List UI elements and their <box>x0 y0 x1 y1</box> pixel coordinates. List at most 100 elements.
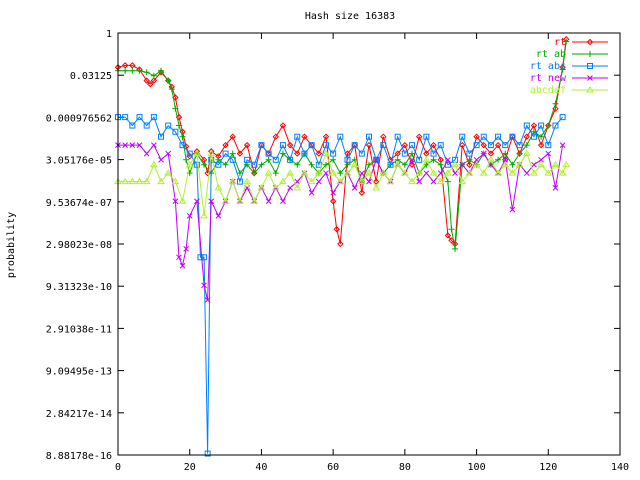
data-point-abcdef <box>465 169 474 176</box>
y-tick-label: 1 <box>106 29 112 40</box>
data-point-rt-new <box>480 150 487 157</box>
data-point-abcdef <box>236 197 244 204</box>
data-point-rt <box>329 198 337 205</box>
data-point-rt-abc <box>430 150 437 157</box>
data-point-abcdef <box>322 149 330 157</box>
data-point-rt-ab <box>366 161 372 168</box>
data-point-rt <box>315 150 323 157</box>
data-point-abcdef <box>307 177 316 185</box>
data-point-rt-new <box>143 150 150 157</box>
data-point-rt-abc <box>186 150 193 157</box>
data-point-rt-abc <box>559 114 566 121</box>
data-point-rt-abc <box>351 142 358 149</box>
data-point-rt-abc <box>272 156 279 163</box>
data-point-rt-abc <box>401 150 408 157</box>
y-axis-label: probability <box>6 212 17 278</box>
data-point-abcdef <box>400 169 409 176</box>
data-point-abcdef <box>558 169 567 176</box>
data-point-rt-new <box>179 262 186 269</box>
data-point-rt-ab <box>175 122 182 129</box>
legend-label-rt-ab: rt ab <box>536 49 566 60</box>
data-point-rt-ab <box>444 178 451 185</box>
data-point-rt <box>523 133 530 140</box>
data-point-rt-ab <box>179 133 186 140</box>
data-point-rt-abc <box>502 142 509 149</box>
data-point-rt-new <box>373 156 380 163</box>
x-tick-label: 80 <box>399 462 411 473</box>
data-point-rt-ab <box>322 161 329 168</box>
data-point-abcdef <box>551 160 560 168</box>
data-point-rt <box>537 141 545 149</box>
data-point-rt-ab <box>523 142 530 149</box>
data-point-rt-new <box>423 170 430 177</box>
legend-marker-rt-ab <box>587 51 593 57</box>
data-point-abcdef <box>372 183 381 191</box>
data-point-rt-ab <box>201 161 208 168</box>
data-point-rt-ab <box>337 170 344 177</box>
data-point-rt-new <box>158 156 164 163</box>
data-point-rt-ab <box>423 161 430 168</box>
data-point-abcdef <box>357 177 366 185</box>
data-point-rt-ab <box>552 100 559 107</box>
y-tick-label: 8.88178e-16 <box>46 451 112 462</box>
data-point-rt-new <box>538 156 544 163</box>
data-point-rt-new <box>151 142 157 149</box>
data-point-rt <box>150 77 158 84</box>
series-rt-new <box>115 142 566 303</box>
data-point-rt <box>473 133 480 140</box>
data-point-rt-ab <box>272 170 279 177</box>
data-point-rt-ab <box>251 170 258 177</box>
data-point-abcdef <box>185 160 194 168</box>
data-point-abcdef <box>171 177 180 185</box>
data-point-rt-new <box>204 297 211 303</box>
data-point-rt-abc <box>143 122 150 129</box>
data-point-abcdef <box>530 169 538 176</box>
data-point-rt-abc <box>437 142 444 149</box>
data-point-rt-new <box>523 170 530 177</box>
data-point-rt-abc <box>150 114 157 121</box>
data-point-rt-ab <box>330 156 337 163</box>
data-point-abcdef <box>365 169 373 176</box>
data-point-abcdef <box>257 183 266 191</box>
series-line-abcdef <box>118 152 567 216</box>
data-point-abcdef <box>415 169 424 176</box>
data-point-rt <box>459 141 466 149</box>
data-point-abcdef <box>243 177 251 185</box>
data-point-rt-ab <box>545 122 552 129</box>
data-point-rt-abc <box>480 133 487 140</box>
data-point-rt-abc <box>495 133 502 140</box>
data-point-rt-ab <box>466 156 473 163</box>
data-point-abcdef <box>193 149 201 157</box>
data-point-rt-new <box>323 170 329 177</box>
data-point-rt-abc <box>523 122 530 129</box>
data-point-rt-abc <box>358 150 365 157</box>
data-point-rt-abc <box>222 150 229 157</box>
data-point-abcdef <box>422 155 431 163</box>
data-point-abcdef <box>451 160 459 168</box>
data-point-abcdef <box>142 177 151 185</box>
data-point-abcdef <box>379 169 388 176</box>
data-point-abcdef <box>250 197 259 204</box>
data-point-abcdef <box>515 160 524 168</box>
data-point-abcdef <box>200 211 208 219</box>
data-point-rt <box>286 141 294 149</box>
data-point-rt-new <box>176 254 182 261</box>
data-point-rt-abc <box>215 161 222 168</box>
data-point-rt-abc <box>416 156 423 163</box>
data-point-abcdef <box>386 177 395 185</box>
data-point-rt-new <box>215 213 222 219</box>
data-point-rt-abc <box>204 450 211 457</box>
data-point-rt-abc <box>172 128 179 135</box>
y-tick-label: 9.31323e-10 <box>46 282 112 293</box>
data-point-rt <box>294 150 301 157</box>
data-point-rt <box>236 150 244 157</box>
data-point-rt-new <box>129 142 136 149</box>
data-point-rt-abc <box>380 142 387 149</box>
data-point-rt-ab <box>308 161 315 168</box>
data-point-rt-ab <box>502 150 509 157</box>
series-line-rt-abc <box>118 116 563 454</box>
data-point-rt-abc <box>244 156 251 163</box>
data-point-abcdef <box>135 177 144 185</box>
data-point-rt-abc <box>315 161 322 168</box>
